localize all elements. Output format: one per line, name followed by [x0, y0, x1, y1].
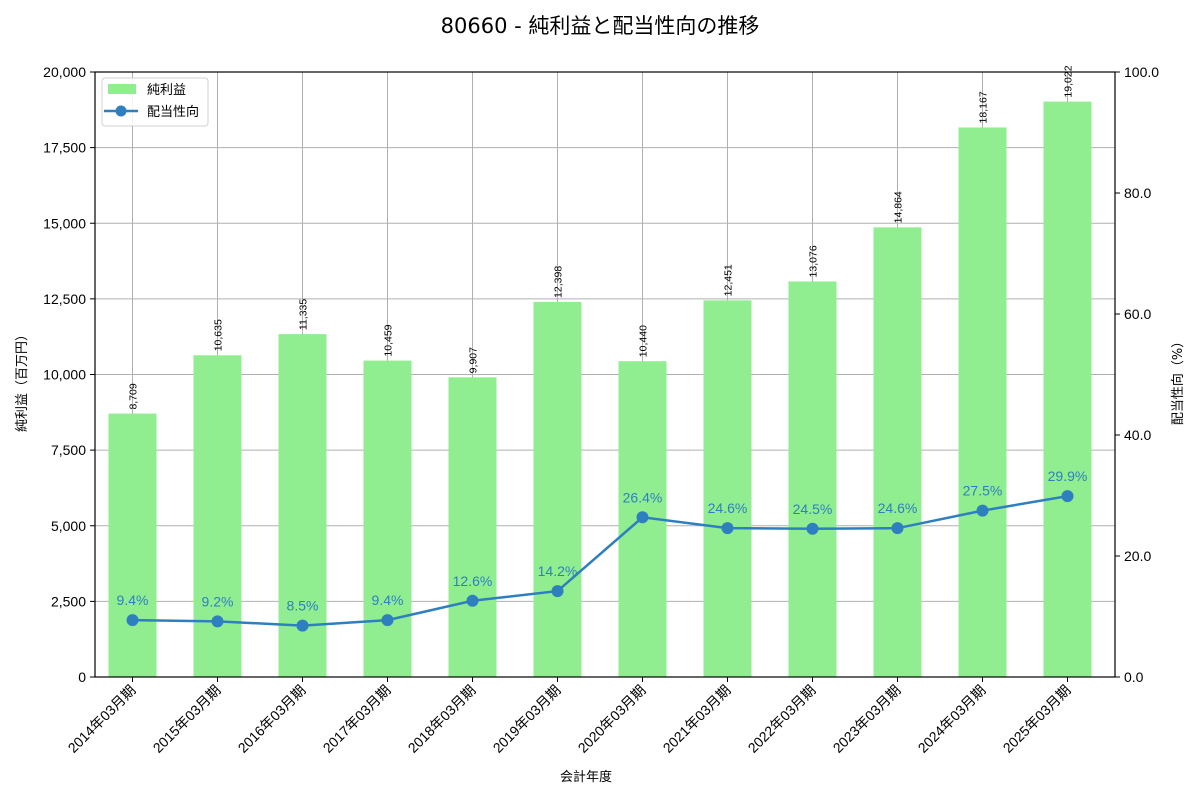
y2-tick-label: 60.0	[1124, 306, 1151, 322]
left-y-axis-ticks: 0 2,500 5,000 7,500 10,000 12,500 15,000 17,500…	[43, 64, 95, 685]
x-tick-label: 2023年03月期	[830, 682, 904, 756]
x-tick-label: 2025年03月期	[1000, 682, 1074, 756]
payout-marker	[126, 614, 139, 627]
bar-value-label: 12,398	[553, 266, 565, 298]
bar	[448, 377, 497, 677]
payout-value-label: 8.5%	[287, 598, 319, 614]
payout-value-label: 9.4%	[372, 592, 404, 608]
payout-marker	[636, 511, 649, 524]
chart-title: 80660 - 純利益と配当性向の推移	[441, 14, 760, 38]
bar-value-label: 10,440	[638, 325, 650, 357]
line-series: 9.4% 9.2% 8.5% 9.4% 12.6% 14.2% 26.4% 24.6% 24.5…	[117, 468, 1088, 632]
legend: 純利益 配当性向	[101, 77, 209, 127]
y2-tick-label: 0.0	[1124, 669, 1144, 685]
legend-label-payout-ratio: 配当性向	[147, 104, 199, 120]
payout-marker	[551, 585, 564, 598]
y-tick-label: 2,500	[51, 593, 86, 609]
right-y-axis-label: 配当性向（%）	[1170, 335, 1186, 425]
payout-value-label: 9.4%	[117, 592, 149, 608]
x-tick-label: 2018年03月期	[405, 682, 479, 756]
x-axis-label: 会計年度	[560, 769, 612, 785]
left-y-axis-label: 純利益（百万円）	[15, 328, 30, 432]
payout-marker	[976, 504, 989, 517]
bar	[193, 355, 242, 677]
legend-bar-swatch	[108, 84, 136, 94]
x-tick-label: 2024年03月期	[915, 682, 989, 756]
payout-value-label: 29.9%	[1048, 468, 1088, 484]
bar-value-label: 8,709	[128, 383, 140, 409]
bar-value-label: 9,907	[468, 347, 480, 373]
bar	[873, 227, 922, 677]
bar	[363, 360, 412, 677]
x-tick-label: 2017年03月期	[320, 682, 394, 756]
y-tick-label: 0	[78, 669, 86, 685]
y-tick-label: 5,000	[51, 518, 86, 534]
bar-value-label: 11,335	[298, 299, 310, 330]
y2-tick-label: 80.0	[1124, 185, 1151, 201]
bar	[108, 413, 157, 677]
bar-value-label: 10,459	[383, 324, 395, 356]
x-tick-label: 2014年03月期	[65, 682, 139, 756]
x-tick-label: 2015年03月期	[150, 682, 224, 756]
bar	[788, 281, 837, 677]
payout-marker	[296, 619, 309, 632]
payout-value-label: 24.6%	[708, 500, 748, 516]
payout-value-label: 24.6%	[878, 500, 918, 516]
legend-marker-icon	[115, 105, 127, 117]
payout-marker	[381, 614, 394, 627]
x-tick-label: 2020年03月期	[575, 682, 649, 756]
payout-line	[132, 494, 1068, 627]
payout-marker	[721, 522, 734, 535]
bar-value-labels: 8,709 10,635 11,335 10,459 9,907 12,398 10,440…	[128, 65, 1075, 409]
bar-series	[108, 101, 1092, 678]
bar	[703, 300, 752, 677]
legend-label-net-income: 純利益	[147, 83, 186, 98]
y2-tick-label: 100.0	[1124, 64, 1159, 80]
bar	[533, 301, 582, 677]
y2-tick-label: 20.0	[1124, 548, 1151, 564]
payout-marker	[891, 522, 904, 535]
bar	[958, 127, 1007, 678]
right-y-axis-ticks: 0.0 20.0 40.0 60.0 80.0 100.0	[1115, 64, 1159, 685]
bar-value-label: 12,451	[723, 264, 735, 296]
y-tick-label: 10,000	[43, 367, 86, 383]
bar-value-label: 13,076	[808, 245, 820, 277]
bar-value-label: 18,167	[978, 91, 990, 123]
x-tick-label: 2022年03月期	[745, 682, 819, 756]
x-axis-ticks: 2014年03月期 2015年03月期 2016年03月期 2017年03月期 2018…	[65, 677, 1074, 756]
bar-value-label: 14,864	[893, 191, 905, 223]
payout-value-label: 24.5%	[793, 501, 833, 517]
y-tick-label: 15,000	[43, 215, 86, 231]
payout-value-label: 14.2%	[538, 563, 578, 579]
bar	[1043, 101, 1092, 678]
payout-value-label: 12.6%	[453, 573, 493, 589]
payout-value-label: 27.5%	[963, 483, 1003, 499]
payout-value-label: 26.4%	[623, 489, 663, 505]
payout-value-label: 9.2%	[202, 593, 234, 609]
y2-tick-label: 40.0	[1124, 427, 1151, 443]
y-tick-label: 20,000	[43, 64, 86, 80]
y-tick-label: 17,500	[43, 140, 86, 156]
x-tick-label: 2021年03月期	[660, 682, 734, 756]
payout-marker	[806, 522, 819, 535]
payout-marker	[1061, 490, 1074, 503]
x-tick-label: 2019年03月期	[490, 682, 564, 756]
payout-marker	[466, 594, 479, 607]
payout-marker	[211, 615, 224, 628]
x-tick-label: 2016年03月期	[235, 682, 309, 756]
bar-value-label: 10,635	[213, 319, 225, 351]
y-tick-label: 7,500	[51, 442, 86, 458]
bar-value-label: 19,022	[1063, 65, 1075, 97]
y-tick-label: 12,500	[43, 291, 86, 307]
